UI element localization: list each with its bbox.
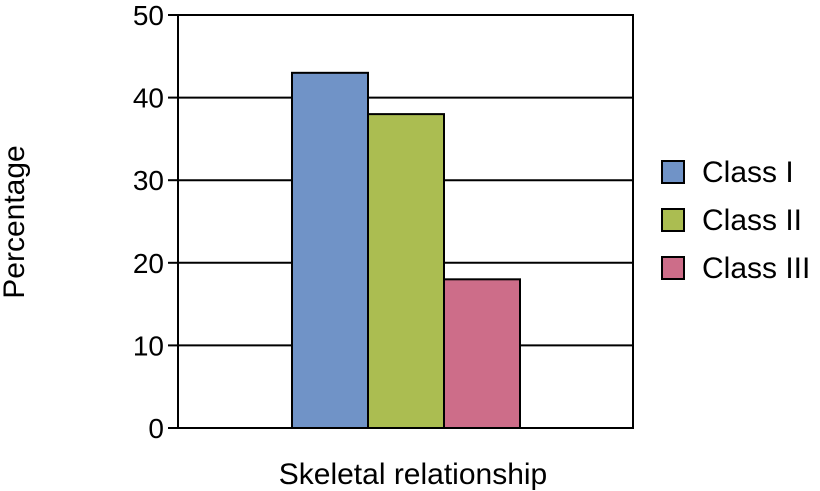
y-tick-label: 30 xyxy=(133,165,164,196)
bar-class-ii xyxy=(367,113,445,430)
x-axis-title: Skeletal relationship xyxy=(279,458,548,491)
y-tick-label: 20 xyxy=(133,248,164,279)
y-axis-title: Percentage xyxy=(0,145,31,298)
legend-label: Class II xyxy=(702,204,802,237)
bar-class-iii xyxy=(443,278,521,429)
legend: Class I Class II Class III xyxy=(661,156,810,285)
y-tick-label: 50 xyxy=(133,0,164,31)
legend-swatch xyxy=(661,160,685,184)
bar-class-i xyxy=(291,71,369,429)
bars xyxy=(291,71,521,430)
plot-frame xyxy=(177,14,634,429)
y-tick-label: 10 xyxy=(133,330,164,361)
y-axis: 0 10 20 30 40 50 xyxy=(133,0,178,444)
legend-label: Class I xyxy=(702,156,794,189)
legend-swatch xyxy=(661,256,685,280)
y-tick-label: 40 xyxy=(133,83,164,114)
legend-label: Class III xyxy=(702,252,810,285)
y-tick-label: 0 xyxy=(148,413,164,444)
legend-swatch xyxy=(661,208,685,232)
